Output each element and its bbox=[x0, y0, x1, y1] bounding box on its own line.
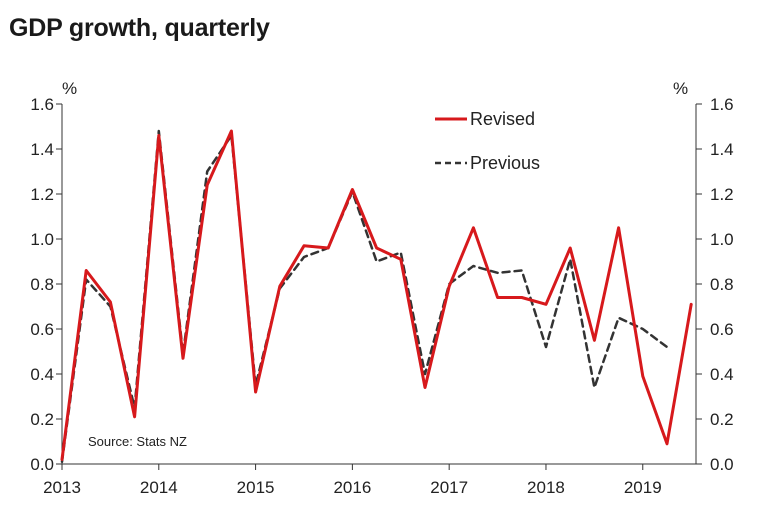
data-point-revised bbox=[666, 443, 668, 445]
x-tick-label: 2019 bbox=[624, 478, 662, 497]
y-axis-unit-right: % bbox=[673, 79, 688, 98]
y-tick-label-left: 1.2 bbox=[30, 185, 54, 204]
data-point-revised bbox=[303, 245, 305, 247]
data-point-previous bbox=[206, 170, 208, 172]
y-tick-label-right: 0.8 bbox=[710, 275, 734, 294]
axes-group: 0.0 0.0 0.2 0.2 0.4 0.4 0.6 0.6 0.8 0.8 1.0 1.0 1.2 1… bbox=[30, 95, 733, 497]
y-tick-label-left: 1.0 bbox=[30, 230, 54, 249]
legend-label-previous: Previous bbox=[470, 153, 540, 173]
legend-label-revised: Revised bbox=[470, 109, 535, 129]
data-point-revised bbox=[545, 303, 547, 305]
y-tick-label-left: 1.4 bbox=[30, 140, 54, 159]
y-tick-label-right: 1.2 bbox=[710, 185, 734, 204]
data-point-revised bbox=[327, 247, 329, 249]
x-tick-label: 2013 bbox=[43, 478, 81, 497]
data-point-previous bbox=[158, 130, 160, 132]
y-tick-label-right: 0.2 bbox=[710, 410, 734, 429]
data-point-revised bbox=[617, 227, 619, 229]
data-point-revised bbox=[400, 258, 402, 260]
data-point-revised bbox=[472, 227, 474, 229]
data-point-previous bbox=[472, 265, 474, 267]
data-point-revised bbox=[424, 386, 426, 388]
data-point-previous bbox=[521, 269, 523, 271]
data-point-revised bbox=[375, 247, 377, 249]
y-tick-label-left: 0.6 bbox=[30, 320, 54, 339]
series-line-revised bbox=[60, 129, 693, 461]
data-point-previous bbox=[303, 256, 305, 258]
data-point-revised bbox=[158, 134, 160, 136]
y-tick-label-right: 0.0 bbox=[710, 455, 734, 474]
data-point-previous bbox=[545, 346, 547, 348]
data-point-previous bbox=[666, 346, 668, 348]
data-point-revised bbox=[642, 375, 644, 377]
data-point-previous bbox=[617, 317, 619, 319]
x-tick-label: 2018 bbox=[527, 478, 565, 497]
data-point-revised bbox=[61, 458, 63, 460]
x-tick-label: 2014 bbox=[140, 478, 178, 497]
data-point-revised bbox=[254, 391, 256, 393]
data-point-previous bbox=[593, 386, 595, 388]
data-point-revised bbox=[230, 130, 232, 132]
data-point-revised bbox=[206, 184, 208, 186]
y-tick-label-left: 0.8 bbox=[30, 275, 54, 294]
data-point-revised bbox=[109, 301, 111, 303]
series-line-previous bbox=[60, 129, 669, 464]
source-note: Source: Stats NZ bbox=[88, 434, 187, 449]
x-tick-label: 2016 bbox=[333, 478, 371, 497]
data-point-previous bbox=[642, 328, 644, 330]
y-tick-label-left: 0.0 bbox=[30, 455, 54, 474]
data-point-revised bbox=[85, 269, 87, 271]
y-tick-label-right: 0.4 bbox=[710, 365, 734, 384]
y-tick-label-left: 1.6 bbox=[30, 95, 54, 114]
data-point-revised bbox=[182, 357, 184, 359]
data-point-revised bbox=[279, 285, 281, 287]
series-lines-group bbox=[60, 129, 693, 464]
data-point-revised bbox=[448, 285, 450, 287]
data-point-previous bbox=[569, 258, 571, 260]
data-point-revised bbox=[521, 296, 523, 298]
x-tick-label: 2017 bbox=[430, 478, 468, 497]
data-point-revised bbox=[351, 188, 353, 190]
data-point-previous bbox=[424, 373, 426, 375]
y-axis-unit-left: % bbox=[62, 79, 77, 98]
data-point-previous bbox=[496, 272, 498, 274]
y-tick-label-right: 1.0 bbox=[710, 230, 734, 249]
x-tick-label: 2015 bbox=[237, 478, 275, 497]
data-point-revised bbox=[690, 303, 692, 305]
data-point-revised bbox=[593, 339, 595, 341]
y-tick-label-left: 0.2 bbox=[30, 410, 54, 429]
y-tick-label-left: 0.4 bbox=[30, 365, 54, 384]
data-point-revised bbox=[133, 416, 135, 418]
data-point-previous bbox=[400, 251, 402, 253]
data-point-previous bbox=[375, 260, 377, 262]
y-tick-label-right: 1.6 bbox=[710, 95, 734, 114]
y-tick-label-right: 1.4 bbox=[710, 140, 734, 159]
data-point-revised bbox=[496, 296, 498, 298]
y-tick-label-right: 0.6 bbox=[710, 320, 734, 339]
data-point-revised bbox=[569, 247, 571, 249]
legend: Revised Previous bbox=[435, 109, 540, 173]
chart-title: GDP growth, quarterly bbox=[9, 14, 270, 42]
